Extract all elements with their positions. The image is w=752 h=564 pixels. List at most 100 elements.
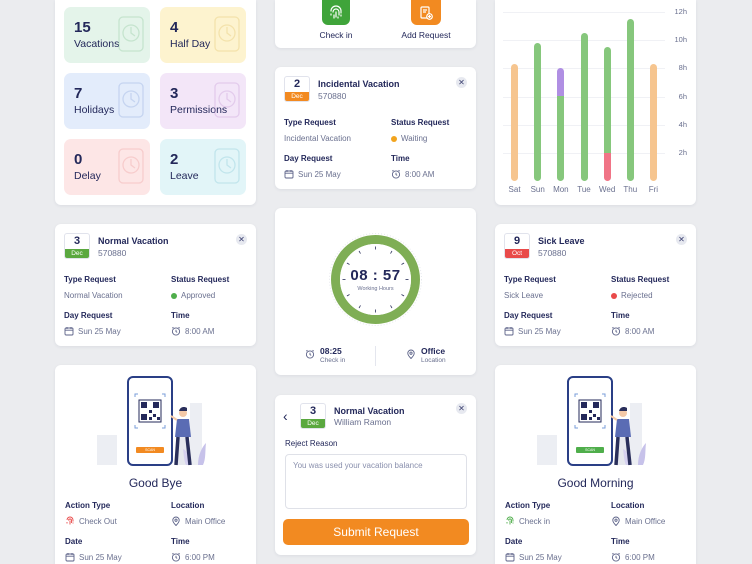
stat-value: 3 <box>170 85 179 102</box>
bar-segment <box>603 152 611 181</box>
stat-permissions[interactable]: 3 Permissions <box>160 73 246 129</box>
clock-subtitle: Working Hours <box>357 286 394 292</box>
time-label: Time <box>391 154 410 163</box>
close-icon[interactable]: ✕ <box>676 234 687 245</box>
time-value: 8:00 AM <box>391 169 434 179</box>
scan-button-label[interactable]: SCAN <box>145 448 155 452</box>
checkin-button[interactable]: Check in <box>308 0 364 40</box>
date-value: Sun 25 May <box>505 552 562 562</box>
checkin-time: 08:25 <box>320 346 342 356</box>
fingerprint-icon <box>506 516 514 525</box>
time-label: Time <box>611 537 630 546</box>
stat-value: 2 <box>170 151 179 168</box>
clock-tick <box>358 305 361 309</box>
date-label: Date <box>505 537 523 546</box>
bar-segment <box>626 19 634 181</box>
close-icon[interactable]: ✕ <box>456 403 467 414</box>
x-tick-label: Wed <box>598 185 616 194</box>
location-label: Location <box>611 501 645 510</box>
day-label: Day Request <box>504 311 553 320</box>
day-value: Sun 25 May <box>284 169 341 179</box>
sick-leave-card[interactable]: 9 Oct Sick Leave 570880 ✕ Type Request Sick Le… <box>495 224 696 346</box>
request-title: Incidental Vacation <box>318 79 400 89</box>
clock-tick <box>401 262 405 265</box>
time-text: 8:00 AM <box>185 326 215 336</box>
bar-segment <box>511 64 519 181</box>
stat-half-day[interactable]: 4 Half Day <box>160 7 246 63</box>
scan-button-label[interactable]: SCAN <box>585 448 595 452</box>
date-text: Sun 25 May <box>79 552 122 562</box>
submit-request-button[interactable]: Submit Request <box>283 519 469 545</box>
goodmorning-scan-card: SCAN Good Morning Action Type Check in Locat… <box>495 365 696 564</box>
actions-card: Check in Add Request <box>275 0 476 48</box>
x-tick-label: Sun <box>530 185 545 194</box>
type-value: Incidental Vacation <box>284 134 352 143</box>
hours-bar-chart: 2h 4h 6h 8h 10h 12h Sat Sun Mon Tue Wed Thu Fri <box>495 0 696 205</box>
greeting-title: Good Bye <box>128 476 183 490</box>
alarm-icon <box>611 552 621 562</box>
stat-value: 15 <box>74 19 91 36</box>
y-tick-label: 6h <box>678 91 687 101</box>
time-text: 8:00 AM <box>625 326 655 336</box>
location-text: Main Office <box>185 516 226 526</box>
incidental-vacation-card[interactable]: 2 Dec Incidental Vacation 570880 ✕ Type Reque… <box>275 67 476 189</box>
plant-icon <box>118 16 144 52</box>
status-value: Waiting <box>391 134 427 143</box>
x-tick-label: Sat <box>508 185 521 194</box>
bar-fri[interactable] <box>649 64 657 181</box>
status-value: Rejected <box>611 291 653 300</box>
clock-tick <box>346 294 350 297</box>
close-icon[interactable]: ✕ <box>456 77 467 88</box>
fingerprint-icon <box>66 516 74 525</box>
date-label: Date <box>65 537 83 546</box>
stat-leave[interactable]: 2 Leave <box>160 139 246 195</box>
day-label: Day Request <box>64 311 113 320</box>
bar-thu[interactable] <box>626 19 634 181</box>
qr-scan-illustration <box>97 376 206 466</box>
stat-label: Vacations <box>74 38 120 50</box>
time-value: 6:00 PM <box>611 552 655 562</box>
status-dot-icon <box>171 292 177 299</box>
back-arrow-icon[interactable]: ‹ <box>283 408 288 424</box>
request-code: 570880 <box>538 248 567 258</box>
bar-mon[interactable] <box>557 68 565 181</box>
bar-tue[interactable] <box>580 33 588 181</box>
reject-day: 3 <box>309 405 317 417</box>
stat-delay[interactable]: 0 Delay <box>64 139 150 195</box>
day-text: Sun 25 May <box>298 169 341 179</box>
clock-tick <box>358 250 361 254</box>
normal-vacation-card[interactable]: 3 Dec Normal Vacation 570880 ✕ Type Request No… <box>55 224 256 346</box>
clock-tick <box>346 262 350 265</box>
day-text: Sun 25 May <box>78 326 121 336</box>
stat-vacations[interactable]: 15 Vacations <box>64 7 150 63</box>
bar-wed[interactable] <box>603 47 611 181</box>
time-text: 6:00 PM <box>185 552 215 562</box>
x-tick-label: Thu <box>623 185 638 194</box>
reject-date-badge: 3 Dec <box>300 403 326 429</box>
time-label: Time <box>171 537 190 546</box>
checkin-caption: Check in <box>320 357 346 364</box>
type-value: Sick Leave <box>504 291 544 300</box>
bar-segment <box>649 64 657 181</box>
clock-time: 08 : 57 <box>350 267 401 284</box>
date-month: Oct <box>505 249 529 258</box>
x-tick-label: Mon <box>553 185 569 194</box>
checkin-label: Check in <box>319 30 353 40</box>
door-icon <box>214 148 240 184</box>
type-label: Type Request <box>504 275 556 284</box>
close-icon[interactable]: ✕ <box>236 234 247 245</box>
stat-label: Holidays <box>74 104 115 116</box>
day-text: Sun 25 May <box>518 326 561 336</box>
bar-sun[interactable] <box>534 42 542 181</box>
reject-reason-textarea[interactable]: You was used your vacation balance <box>285 454 467 509</box>
action-type-value: Check Out <box>65 516 117 526</box>
reject-reason-label: Reject Reason <box>285 439 338 448</box>
action-type-text: Check in <box>519 516 551 526</box>
add-request-button[interactable]: Add Request <box>395 0 457 40</box>
calendar-icon <box>65 553 75 562</box>
clock-tick <box>390 250 393 254</box>
bar-sat[interactable] <box>511 64 519 181</box>
clock-tick <box>390 305 393 309</box>
request-code: 570880 <box>318 91 347 101</box>
stat-holidays[interactable]: 7 Holidays <box>64 73 150 129</box>
